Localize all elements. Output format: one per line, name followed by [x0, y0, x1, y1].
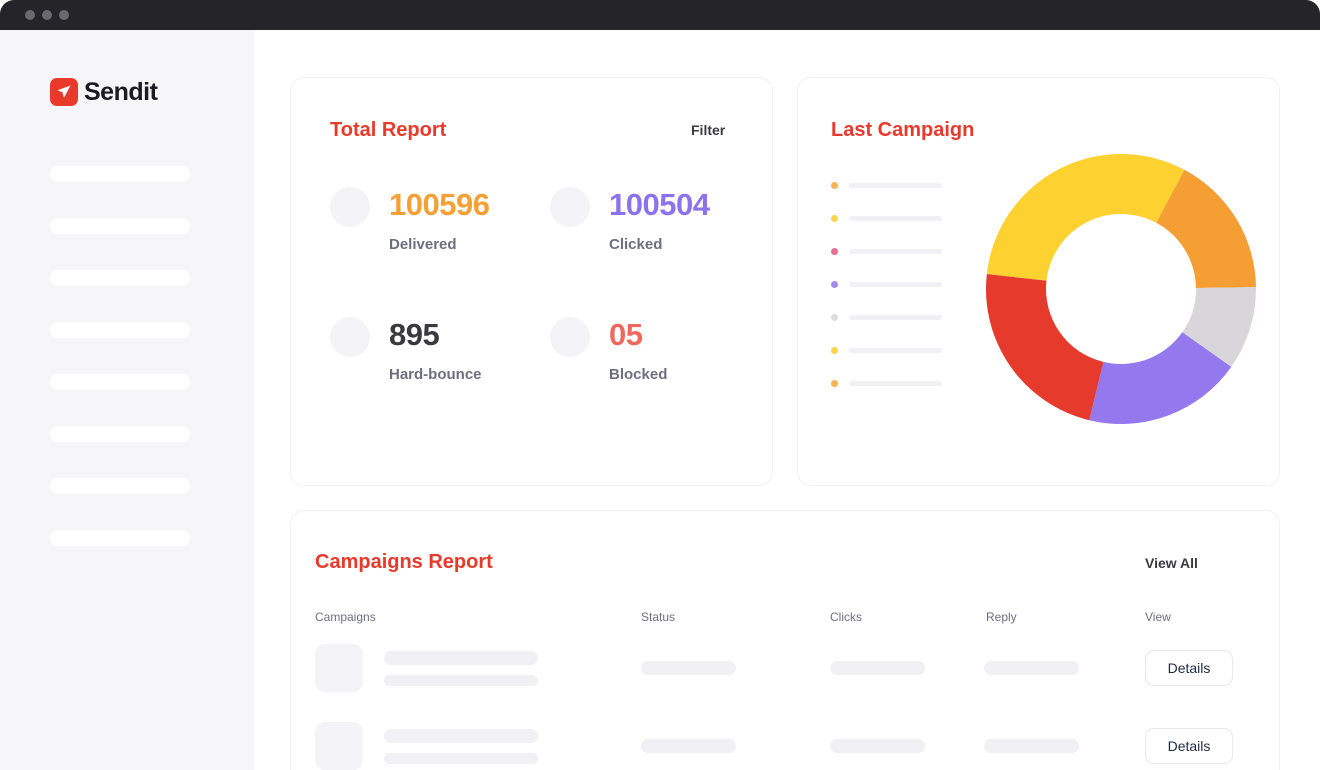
legend-label-placeholder [849, 183, 942, 188]
legend-dot [831, 215, 838, 222]
last-campaign-title: Last Campaign [831, 119, 975, 141]
column-campaigns: Campaigns [315, 610, 376, 624]
campaign-donut-chart [986, 154, 1256, 424]
legend-dot [831, 182, 838, 189]
total-report-title: Total Report [330, 119, 447, 141]
campaign-thumbnail [315, 644, 363, 692]
details-button[interactable]: Details [1145, 728, 1233, 764]
sidebar: Sendit [0, 30, 254, 770]
details-button[interactable]: Details [1145, 650, 1233, 686]
status-placeholder [641, 661, 736, 675]
legend-dot [831, 314, 838, 321]
legend-dot [831, 248, 838, 255]
campaign-name-placeholder [384, 729, 538, 743]
sidebar-nav-item[interactable] [50, 218, 190, 234]
clicked-icon [550, 187, 590, 227]
filter-button[interactable]: Filter [691, 122, 726, 138]
legend-label-placeholder [849, 282, 942, 287]
donut-slice-2 [1182, 287, 1256, 367]
sidebar-nav-item[interactable] [50, 426, 190, 442]
legend-dot [831, 380, 838, 387]
donut-slice-4 [986, 273, 1104, 421]
legend-label-placeholder [849, 315, 942, 320]
campaigns-report-card: Campaigns Report View All Campaigns Stat… [290, 510, 1280, 770]
sidebar-nav-item[interactable] [50, 478, 190, 494]
reply-placeholder [984, 661, 1079, 675]
sidebar-nav-item[interactable] [50, 374, 190, 390]
app-logo[interactable]: Sendit [50, 77, 158, 106]
delivered-value: 100596 [389, 187, 490, 222]
window-close-dot[interactable] [25, 10, 35, 20]
sidebar-nav-item[interactable] [50, 530, 190, 546]
blocked-value: 05 [609, 317, 643, 352]
sidebar-nav-item[interactable] [50, 270, 190, 286]
hard-bounce-label: Hard-bounce [389, 366, 482, 383]
legend-label-placeholder [849, 348, 942, 353]
column-reply: Reply [986, 610, 1017, 624]
campaign-thumbnail [315, 722, 363, 770]
hard-bounce-value: 895 [389, 317, 440, 352]
campaigns-report-title: Campaigns Report [315, 551, 493, 573]
campaign-name-placeholder [384, 651, 538, 665]
status-placeholder [641, 739, 736, 753]
column-view: View [1145, 610, 1171, 624]
blocked-icon [550, 317, 590, 357]
clicked-label: Clicked [609, 236, 663, 253]
send-icon [50, 78, 78, 106]
clicks-placeholder [830, 661, 925, 675]
hard-bounce-icon [330, 317, 370, 357]
donut-slice-5 [986, 154, 1185, 281]
legend-label-placeholder [849, 381, 942, 386]
reply-placeholder [984, 739, 1079, 753]
legend-dot [831, 347, 838, 354]
last-campaign-card: Last Campaign [797, 77, 1280, 486]
column-clicks: Clicks [830, 610, 862, 624]
view-all-link[interactable]: View All [1145, 555, 1198, 571]
legend-label-placeholder [849, 216, 942, 221]
clicks-placeholder [830, 739, 925, 753]
main-content: Total Report Filter 100596 Delivered 100… [254, 30, 1320, 770]
legend-label-placeholder [849, 249, 942, 254]
delivered-icon [330, 187, 370, 227]
legend-dot [831, 281, 838, 288]
window-maximize-dot[interactable] [59, 10, 69, 20]
delivered-label: Delivered [389, 236, 457, 253]
column-status: Status [641, 610, 676, 624]
sidebar-nav-item[interactable] [50, 322, 190, 338]
window-titlebar [0, 0, 1320, 30]
campaign-subtitle-placeholder [384, 675, 538, 686]
blocked-label: Blocked [609, 366, 668, 383]
window-minimize-dot[interactable] [42, 10, 52, 20]
app-name: Sendit [84, 77, 158, 106]
campaign-subtitle-placeholder [384, 753, 538, 764]
donut-slice-3 [1089, 332, 1232, 424]
donut-slice-1 [1156, 169, 1256, 288]
total-report-card: Total Report Filter 100596 Delivered 100… [290, 77, 773, 486]
clicked-value: 100504 [609, 187, 710, 222]
sidebar-nav-item[interactable] [50, 166, 190, 182]
